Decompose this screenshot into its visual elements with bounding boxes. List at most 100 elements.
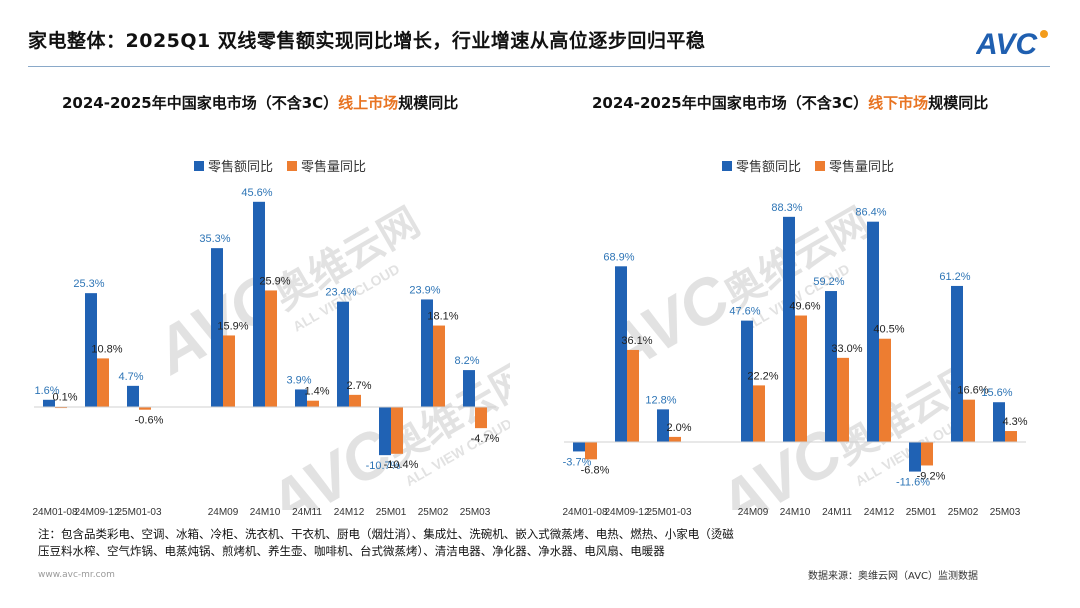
- x-tick-label-9: 25M03: [460, 507, 491, 518]
- bar-volume-1: [627, 349, 639, 442]
- x-tick-label-8: 25M02: [418, 507, 449, 518]
- legend-label-amount: 零售额同比: [736, 160, 802, 175]
- chart-title-offline: 2024-2025年中国家电市场（不含3C）线下市场规模同比: [592, 92, 988, 113]
- data-label-amount-2: 4.7%: [118, 371, 143, 383]
- bar-volume-2: [669, 436, 681, 442]
- bar-volume-6: [837, 357, 849, 442]
- data-label-amount-6: 3.9%: [286, 374, 311, 386]
- bar-amount-9: [951, 285, 963, 442]
- bar-amount-5: [253, 201, 265, 407]
- data-label-volume-2: 2.0%: [666, 422, 691, 434]
- data-label-volume-10: -4.7%: [471, 433, 500, 445]
- legend-item-volume: 零售量同比: [815, 156, 894, 175]
- data-label-amount-1: 25.3%: [73, 278, 104, 290]
- bar-volume-8: [391, 407, 403, 454]
- data-label-volume-7: 40.5%: [873, 324, 904, 336]
- x-tick-label-8: 25M02: [948, 507, 979, 518]
- data-label-volume-5: 49.6%: [789, 301, 820, 313]
- bar-amount-2: [127, 385, 139, 407]
- x-tick-label-5: 24M11: [822, 507, 852, 518]
- bar-amount-10: [993, 402, 1005, 442]
- data-label-amount-9: 61.2%: [939, 271, 970, 283]
- data-label-amount-5: 88.3%: [771, 202, 802, 214]
- x-tick-label-5: 24M11: [292, 507, 322, 518]
- bar-amount-0: [573, 442, 585, 452]
- chart-offline: -3.7%-6.8% 68.9% 36.1% 12.8% 2.0% 47.6% 22.2% 8…: [562, 202, 1027, 518]
- bar-volume-10: [475, 407, 487, 429]
- legend-label-amount: 零售额同比: [208, 160, 274, 175]
- bar-amount-5: [783, 216, 795, 442]
- bar-volume-7: [879, 338, 891, 442]
- legend-label-volume: 零售量同比: [301, 160, 367, 175]
- bar-volume-4: [753, 385, 765, 442]
- data-label-volume-8: -9.2%: [917, 470, 946, 482]
- data-label-volume-0: 0.1%: [52, 392, 77, 404]
- legend-item-amount: 零售额同比: [722, 156, 801, 175]
- bar-volume-10: [1005, 431, 1017, 442]
- chart-title-online-highlight: 线上市场: [338, 94, 399, 112]
- legend-online: 零售额同比 零售量同比: [194, 156, 366, 175]
- legend-label-volume: 零售量同比: [829, 160, 895, 175]
- chart-title-online: 2024-2025年中国家电市场（不含3C）线上市场规模同比: [62, 92, 458, 113]
- bar-volume-5: [265, 290, 277, 407]
- x-tick-label-2: 25M01-03: [116, 507, 161, 518]
- bar-volume-6: [307, 400, 319, 407]
- bar-amount-8: [379, 407, 391, 456]
- bar-amount-7: [867, 221, 879, 442]
- data-label-volume-6: 33.0%: [831, 343, 862, 355]
- data-label-amount-6: 59.2%: [813, 276, 844, 288]
- data-label-amount-7: 23.4%: [325, 287, 356, 299]
- bar-amount-9: [421, 299, 433, 407]
- page-title: 家电整体：2025Q1 双线零售额实现同比增长，行业增速从高位逐步回归平稳: [28, 30, 706, 52]
- bar-amount-8: [909, 442, 921, 472]
- x-tick-label-3: 24M09: [208, 507, 239, 518]
- legend-swatch-blue: [722, 160, 732, 171]
- bar-amount-6: [295, 389, 307, 407]
- bar-volume-9: [963, 399, 975, 442]
- bar-amount-4: [211, 248, 223, 407]
- bar-amount-7: [337, 301, 349, 407]
- x-tick-label-0: 24M01-08: [562, 507, 607, 518]
- chart-title-online-prefix: 2024-2025年中国家电市场（不含3C）: [62, 94, 339, 112]
- data-label-amount-8: -10.7%: [366, 460, 401, 472]
- data-label-volume-0: -6.8%: [581, 464, 610, 476]
- chart-online: 1.6%0.1% 25.3% 10.8% 4.7% -0.6% 35.3% 15.9% 45.…: [32, 187, 500, 518]
- website-url: www.avc-mr.com: [38, 570, 115, 580]
- x-tick-label-6: 24M12: [334, 507, 365, 518]
- header-divider: [28, 66, 1050, 67]
- data-label-volume-2: -0.6%: [135, 415, 164, 427]
- legend-swatch-blue: [194, 160, 204, 171]
- data-label-volume-1: 10.8%: [91, 343, 122, 355]
- x-tick-label-4: 24M10: [250, 507, 281, 518]
- bar-volume-7: [349, 394, 361, 407]
- bar-amount-1: [85, 293, 97, 407]
- data-label-volume-9: 16.6%: [957, 385, 988, 397]
- data-label-volume-5: 25.9%: [259, 275, 290, 287]
- bar-volume-4: [223, 335, 235, 407]
- data-label-amount-4: 35.3%: [199, 233, 230, 245]
- avc-logo: AVC: [976, 28, 1048, 60]
- chart-title-offline-highlight: 线下市场: [868, 94, 929, 112]
- chart-title-online-suffix: 规模同比: [398, 94, 459, 112]
- bar-amount-10: [463, 370, 475, 407]
- data-label-amount-2: 12.8%: [645, 394, 676, 406]
- data-label-volume-8: -10.4%: [384, 459, 419, 471]
- chart-title-offline-prefix: 2024-2025年中国家电市场（不含3C）: [592, 94, 869, 112]
- legend-item-amount: 零售额同比: [194, 156, 273, 175]
- data-label-amount-8: -11.6%: [896, 477, 930, 489]
- data-label-volume-1: 36.1%: [621, 335, 652, 347]
- bar-volume-8: [921, 442, 933, 466]
- chart-title-offline-suffix: 规模同比: [928, 94, 989, 112]
- footnote: 注：包含品类彩电、空调、冰箱、冷柜、洗衣机、干衣机、厨电（烟灶消）、集成灶、洗碗…: [38, 527, 734, 558]
- x-tick-label-6: 24M12: [864, 507, 895, 518]
- data-source: 数据来源：奥维云网（AVC）监测数据: [808, 571, 979, 582]
- data-label-amount-7: 86.4%: [855, 207, 886, 219]
- bar-volume-1: [97, 358, 109, 407]
- x-tick-label-3: 24M09: [738, 507, 769, 518]
- logo-dot: [1040, 30, 1048, 38]
- data-label-amount-5: 45.6%: [241, 187, 272, 199]
- data-label-volume-4: 15.9%: [217, 320, 248, 332]
- bar-amount-1: [615, 266, 627, 442]
- x-tick-label-0: 24M01-08: [32, 507, 77, 518]
- data-label-amount-0: 1.6%: [34, 385, 59, 397]
